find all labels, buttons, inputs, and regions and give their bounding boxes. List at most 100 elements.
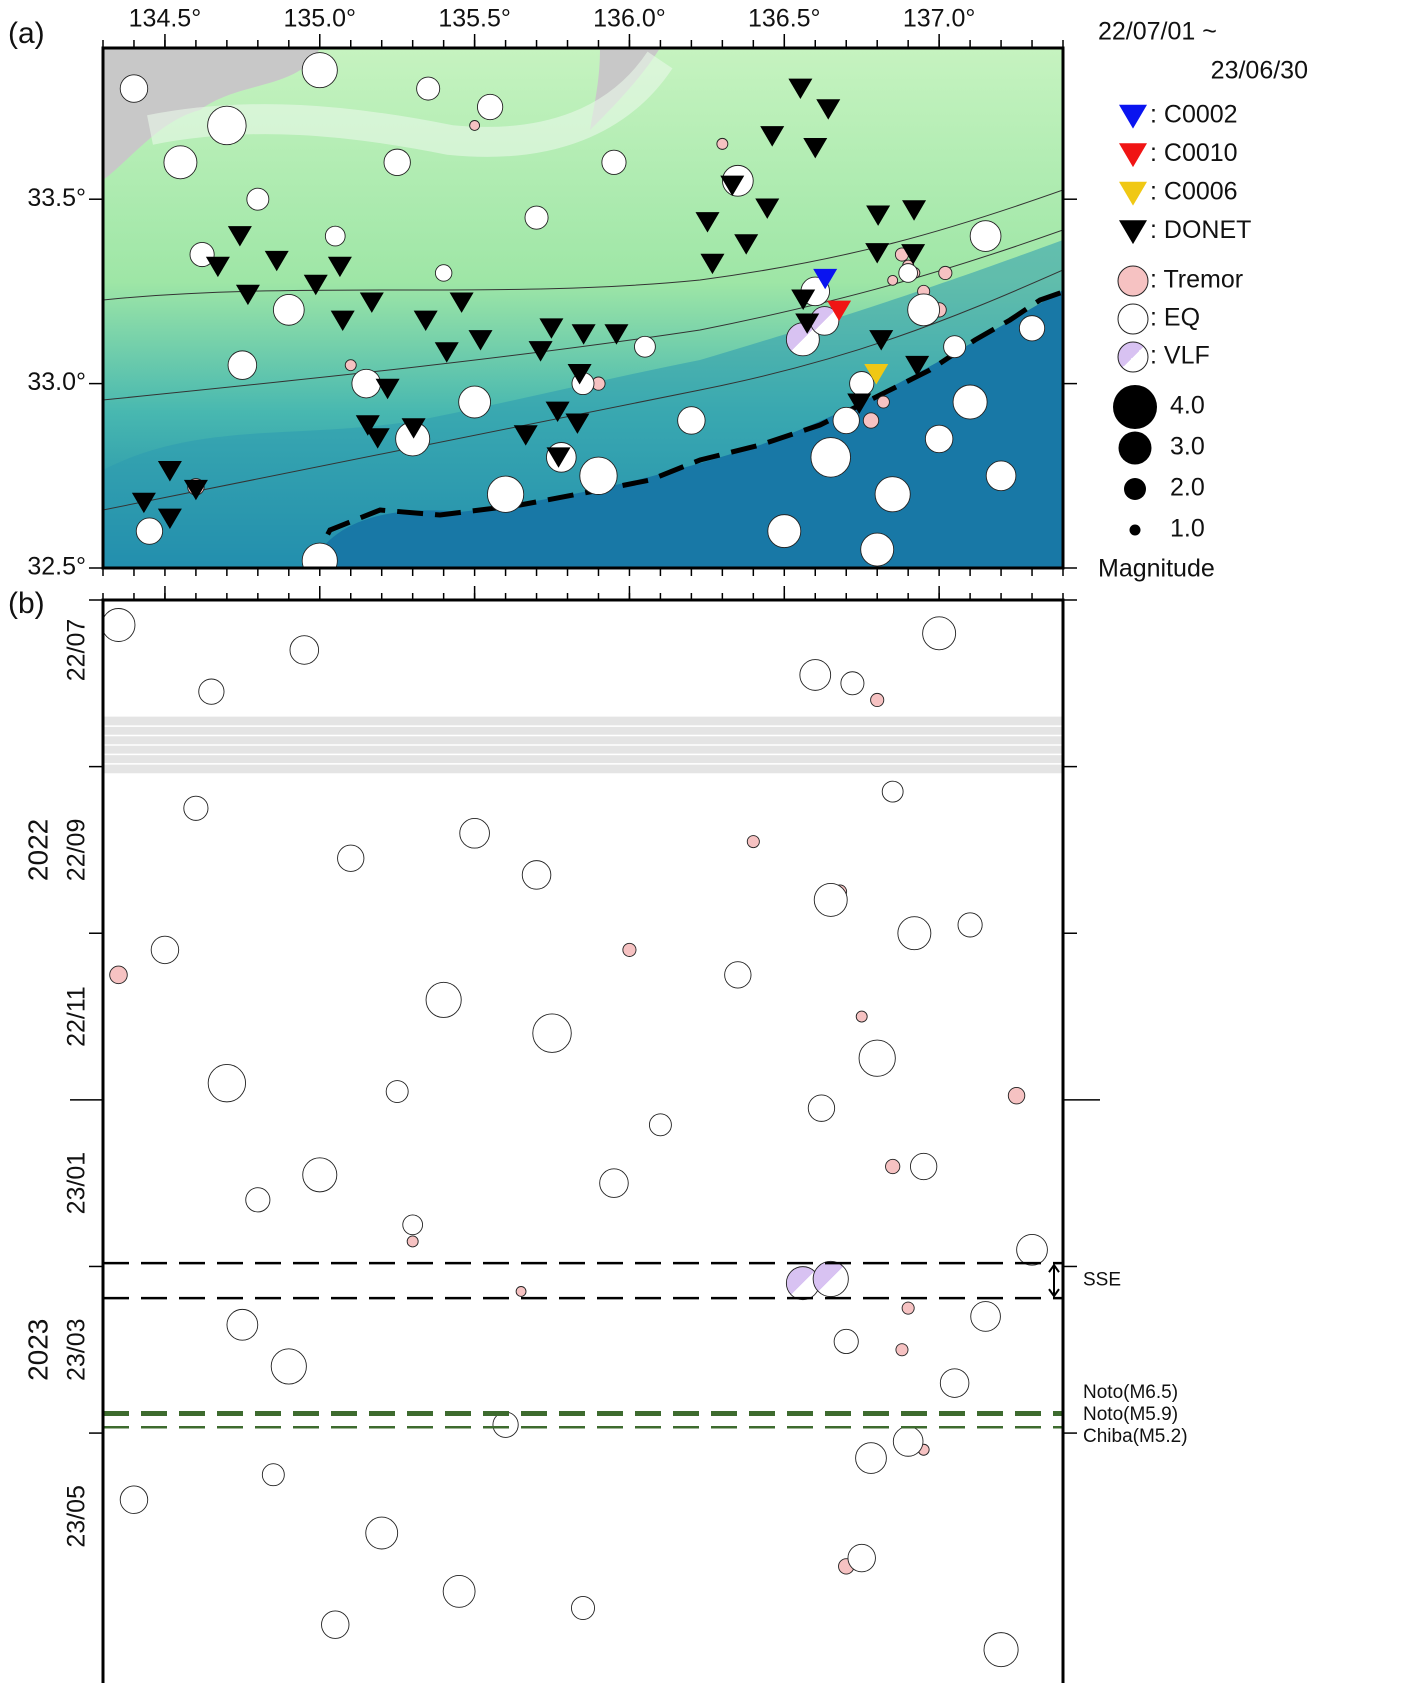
y-tick-label: 23/01 <box>63 1152 91 1215</box>
legend-label: : VLF <box>1150 342 1210 370</box>
event <box>892 1426 924 1457</box>
spacetime-frame <box>101 598 1065 1683</box>
event <box>799 659 832 691</box>
event <box>874 476 911 513</box>
station <box>545 401 570 423</box>
event-label: Noto(M6.5) <box>1083 1382 1178 1403</box>
event <box>858 1039 896 1077</box>
event <box>521 860 552 890</box>
event <box>425 981 462 1018</box>
event <box>442 1574 476 1608</box>
station <box>131 492 156 514</box>
event <box>622 942 637 957</box>
station <box>375 378 400 400</box>
station <box>468 330 493 351</box>
event <box>938 265 953 281</box>
event <box>855 1442 887 1474</box>
event <box>847 1543 876 1573</box>
y-tick-label: 33.0° <box>27 368 86 396</box>
station <box>700 253 725 275</box>
station <box>791 289 816 310</box>
event <box>119 1485 149 1514</box>
event <box>207 105 247 146</box>
station <box>183 479 208 501</box>
event <box>969 220 1002 252</box>
x-tick-label: 134.5° <box>129 5 202 33</box>
event <box>897 916 932 951</box>
event <box>416 76 441 101</box>
event <box>924 424 954 454</box>
station <box>434 342 459 363</box>
station <box>902 200 927 221</box>
station <box>795 313 820 334</box>
panel-label: (a) <box>8 17 45 50</box>
event <box>302 1157 338 1193</box>
period-end: 23/06/30 <box>1211 57 1308 85</box>
x-tick-label: 135.5° <box>438 5 511 33</box>
station <box>865 243 890 264</box>
station <box>827 300 852 322</box>
station <box>1119 143 1147 168</box>
station <box>755 198 780 219</box>
event <box>272 293 305 326</box>
event <box>365 1516 399 1550</box>
station <box>330 310 355 331</box>
event <box>385 1080 409 1103</box>
event <box>813 882 848 917</box>
event <box>952 384 988 420</box>
station <box>365 428 390 449</box>
size-legend-label: 3.0 <box>1170 433 1205 461</box>
event <box>855 1010 868 1023</box>
event <box>876 395 890 409</box>
event <box>885 1158 901 1175</box>
station <box>901 244 926 265</box>
station <box>303 274 328 296</box>
event <box>767 514 802 549</box>
station <box>866 205 891 226</box>
event <box>227 350 258 380</box>
event-label: Chiba(M5.2) <box>1083 1426 1188 1447</box>
event <box>840 671 865 696</box>
event <box>579 456 618 495</box>
y-tick-label: 32.5° <box>27 553 86 581</box>
event <box>459 817 490 849</box>
event <box>832 406 860 435</box>
size-legend-circle <box>1129 524 1141 536</box>
event <box>324 225 346 247</box>
event <box>434 264 453 282</box>
station <box>401 418 426 439</box>
legend-label: : EQ <box>1150 304 1200 332</box>
event <box>1007 1086 1026 1105</box>
event <box>985 460 1017 492</box>
event <box>970 1301 1001 1332</box>
y-tick-label: 33.5° <box>27 184 86 212</box>
legend-label: : C0002 <box>1150 101 1238 129</box>
event <box>469 120 481 131</box>
size-legend-circle <box>1113 385 1157 429</box>
event <box>862 412 880 429</box>
station <box>205 256 230 278</box>
station <box>695 212 720 233</box>
event <box>922 616 957 651</box>
event <box>724 961 752 989</box>
event <box>571 1596 596 1621</box>
event <box>135 517 164 545</box>
station <box>327 256 352 278</box>
event <box>344 359 357 372</box>
station <box>1119 220 1147 245</box>
event <box>163 145 198 180</box>
sse-label: SSE <box>1083 1270 1121 1291</box>
legend-label: : C0010 <box>1150 139 1238 167</box>
x-tick-label: 136.5° <box>748 5 821 33</box>
event <box>406 1235 419 1248</box>
event <box>901 1301 915 1315</box>
event <box>189 241 215 268</box>
station <box>546 447 571 468</box>
station <box>1119 181 1147 206</box>
vlf-event <box>812 1260 849 1298</box>
legend-label: : Tremor <box>1150 266 1243 294</box>
station <box>571 324 596 345</box>
station <box>539 318 564 339</box>
year-label: 2023 <box>22 1319 53 1381</box>
